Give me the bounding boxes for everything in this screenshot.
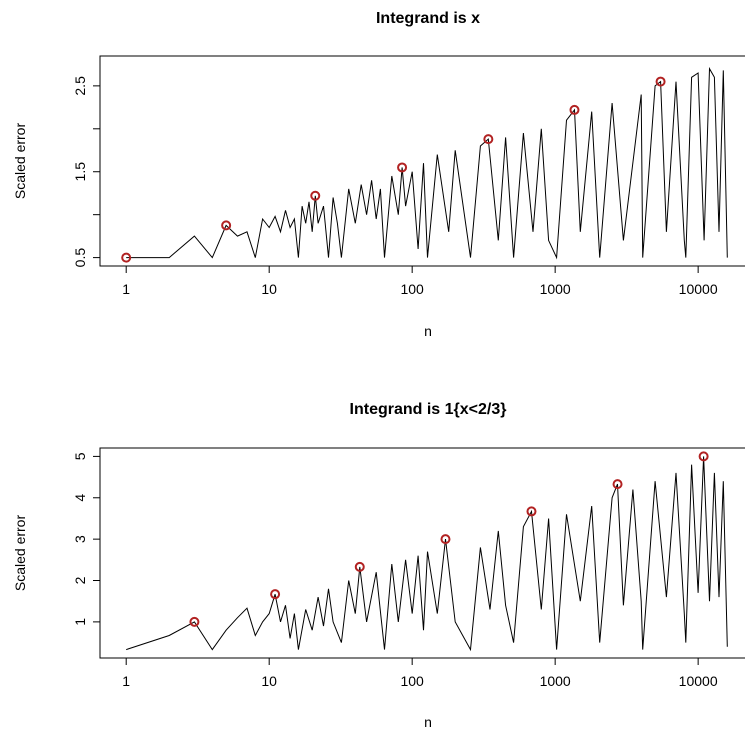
chart-panel-integrand-x: Integrand is x 1 10 100 1000 10000 0.5 1.5 2.5… — [12, 10, 745, 339]
highlight-marker — [221, 220, 232, 231]
highlight-marker — [189, 616, 200, 627]
highlight-marker — [270, 589, 281, 600]
y-tick-label: 1 — [72, 618, 88, 626]
highlight-marker — [655, 76, 666, 87]
highlight-marker — [310, 190, 321, 201]
x-tick-label: 10000 — [679, 281, 718, 297]
x-tick-label: 1 — [122, 673, 130, 689]
highlight-marker — [397, 162, 408, 173]
x-tick-label: 10 — [261, 673, 277, 689]
x-tick-label: 100 — [400, 673, 424, 689]
y-axis: 0.5 1.5 2.5 — [72, 76, 100, 267]
chart-title: Integrand is x — [376, 10, 480, 27]
y-tick-label: 2 — [72, 576, 88, 584]
x-axis: 1 10 100 1000 10000 — [122, 266, 718, 297]
plot-frame — [99, 55, 745, 267]
y-tick-label: 2.5 — [72, 76, 88, 96]
highlight-marker — [569, 104, 580, 115]
x-tick-label: 1000 — [540, 281, 571, 297]
plot-frame — [99, 447, 745, 659]
x-tick-label: 10 — [261, 281, 277, 297]
y-axis-label: Scaled error — [12, 123, 28, 200]
series-group — [126, 456, 728, 652]
series-group — [126, 66, 728, 260]
x-tick-label: 100 — [400, 281, 424, 297]
series-line — [126, 66, 728, 260]
highlight-marker — [354, 561, 365, 572]
y-axis-label: Scaled error — [12, 515, 28, 592]
y-axis: 1 2 3 4 5 — [72, 452, 100, 626]
x-axis-label: n — [424, 323, 432, 339]
highlight-marker — [483, 134, 494, 145]
highlighted-points — [121, 76, 666, 263]
y-tick-label: 1.5 — [72, 162, 88, 182]
x-tick-label: 1 — [122, 281, 130, 297]
highlight-marker — [440, 534, 451, 545]
chart-panel-integrand-indicator: Integrand is 1{x<2/3} 1 10 100 1000 10000 1 2… — [12, 401, 745, 730]
highlighted-points — [189, 451, 709, 627]
chart-title: Integrand is 1{x<2/3} — [350, 401, 507, 418]
y-tick-label: 5 — [72, 452, 88, 460]
y-tick-label: 3 — [72, 535, 88, 543]
highlight-marker — [121, 252, 132, 263]
x-axis: 1 10 100 1000 10000 — [122, 658, 718, 689]
y-tick-label: 0.5 — [72, 248, 88, 268]
series-line — [126, 456, 728, 652]
y-tick-label: 4 — [72, 494, 88, 502]
highlight-marker — [612, 479, 623, 490]
x-tick-label: 1000 — [540, 673, 571, 689]
x-tick-label: 10000 — [679, 673, 718, 689]
x-axis-label: n — [424, 714, 432, 730]
highlight-marker — [698, 451, 709, 462]
highlight-marker — [526, 506, 537, 517]
